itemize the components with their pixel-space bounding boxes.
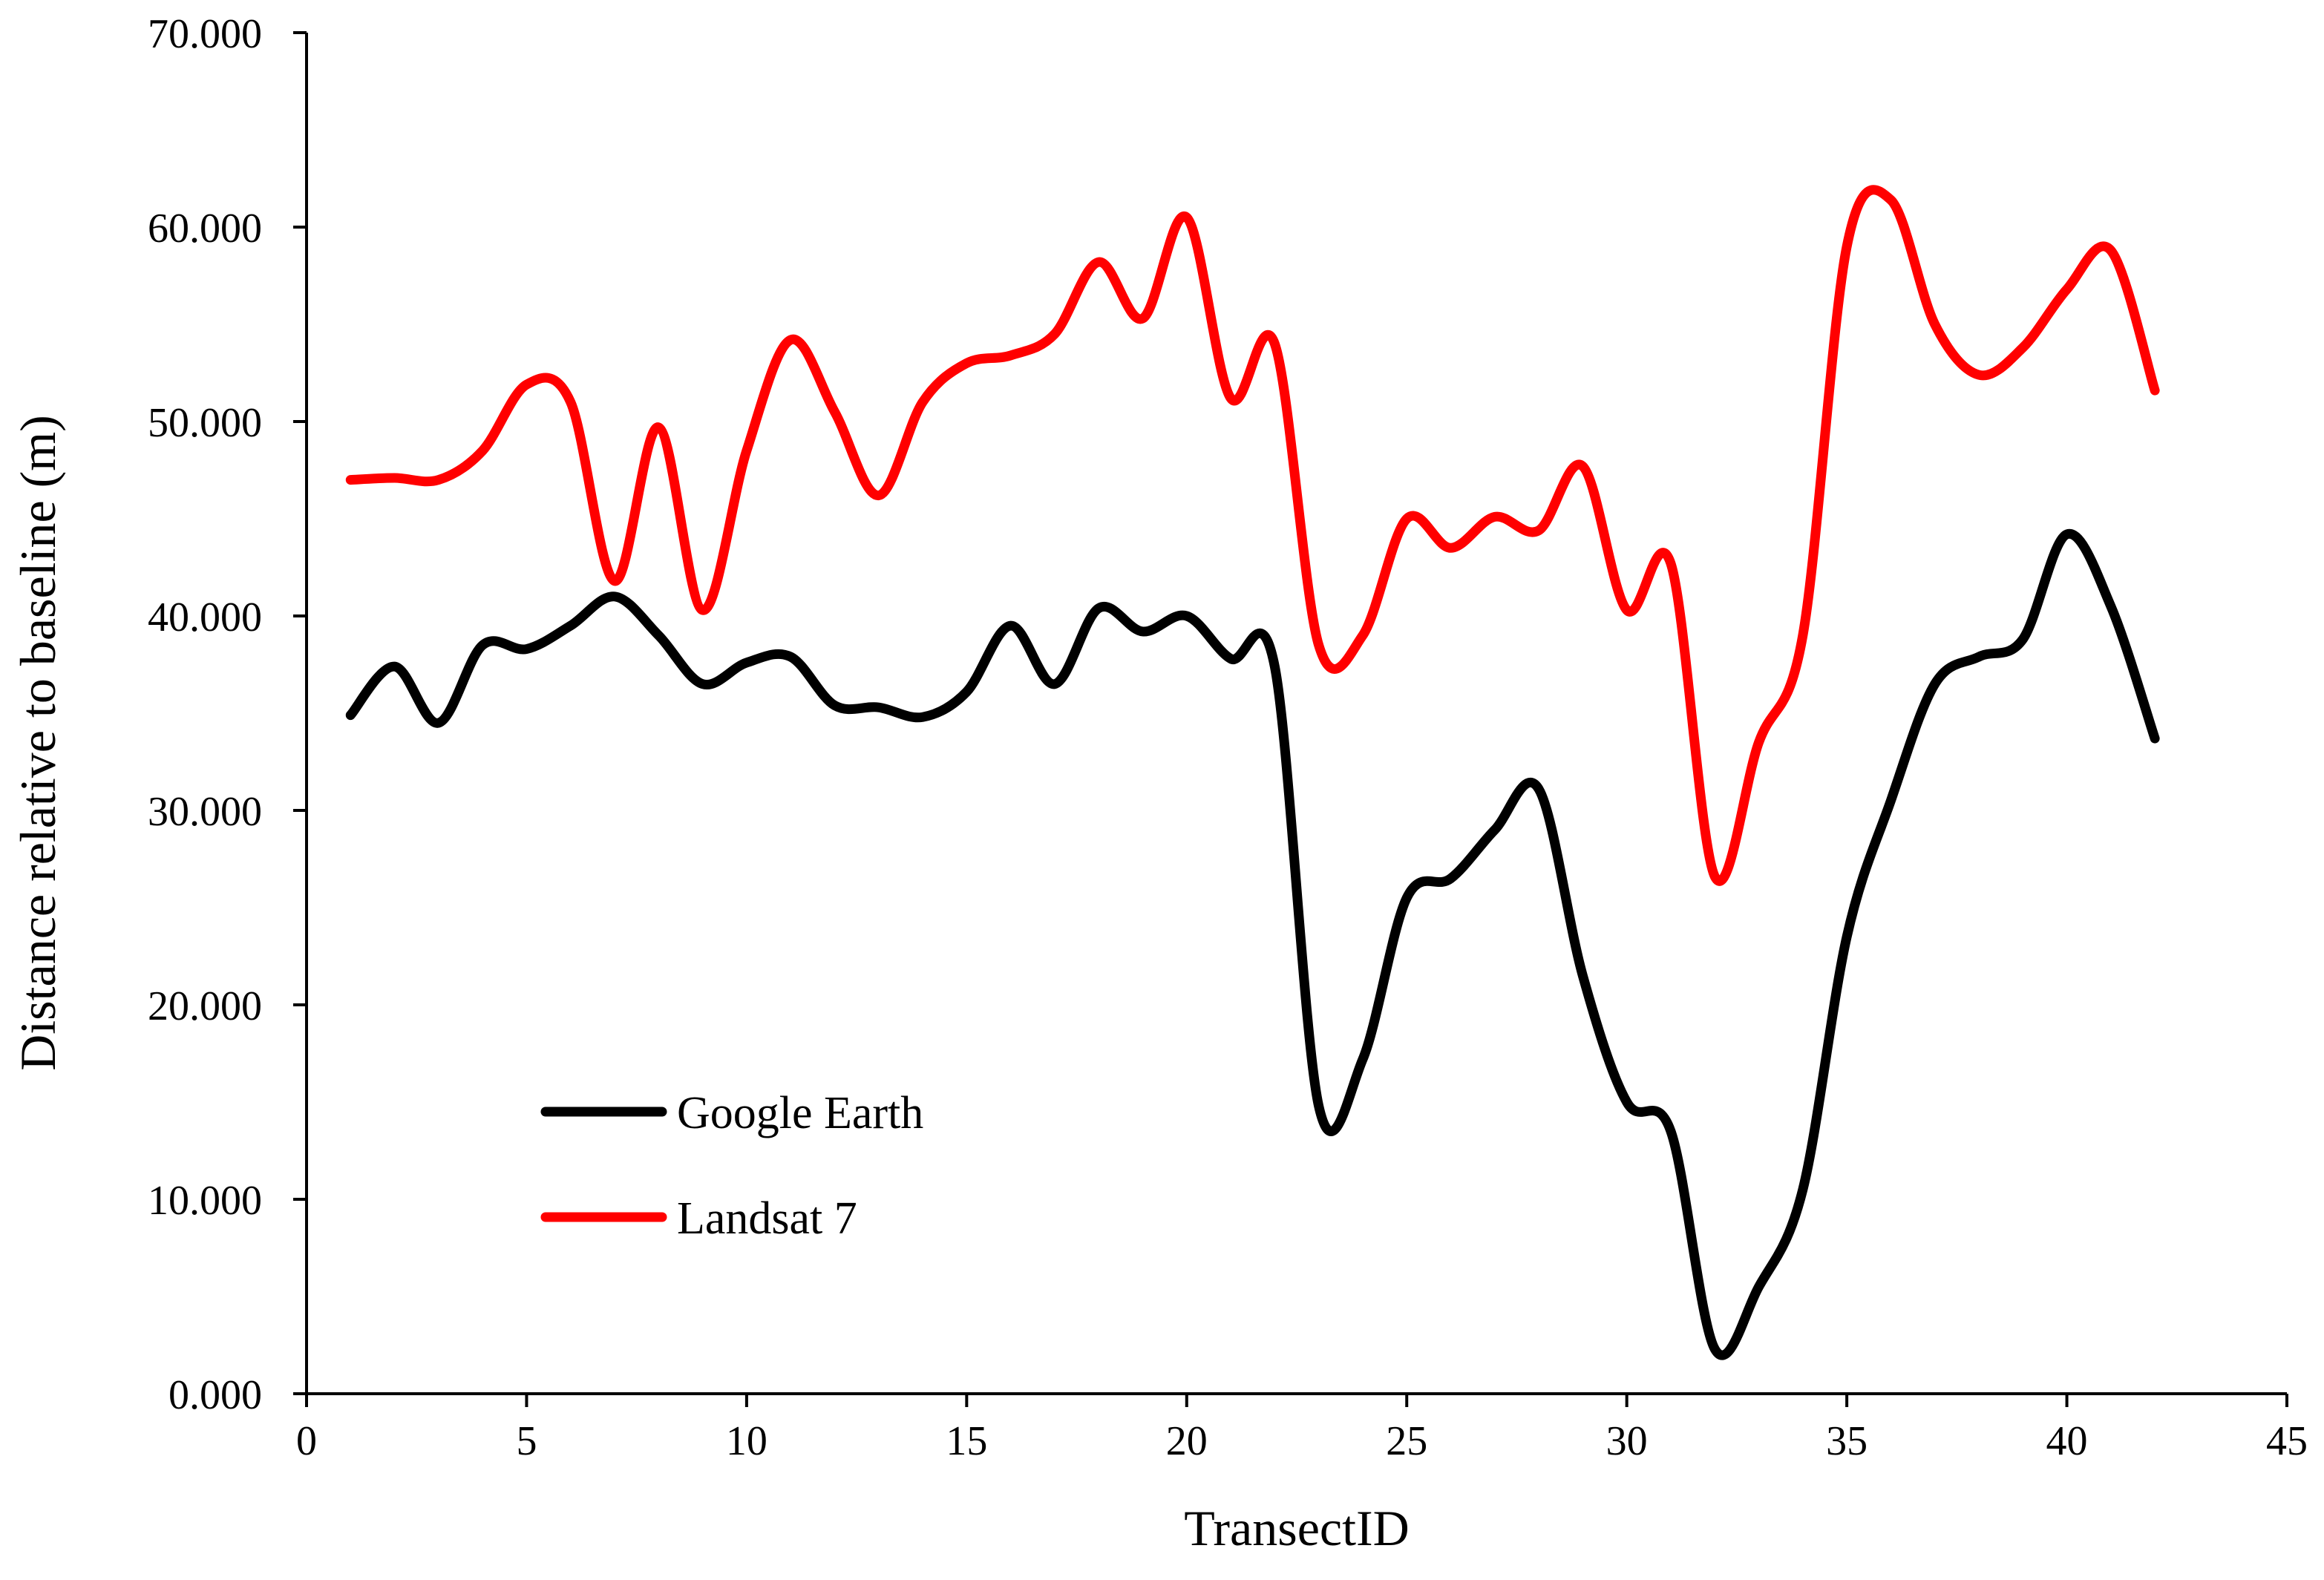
axes: 0.000 10.000 20.000 30.000 40.000 50.000 60.00… bbox=[148, 11, 2308, 1464]
y-axis-title: Distance relative to baseline (m) bbox=[10, 415, 66, 1071]
x-tick-label: 40 bbox=[2046, 1418, 2088, 1464]
x-tick-label: 10 bbox=[726, 1418, 767, 1464]
y-tick-label: 0.000 bbox=[168, 1372, 262, 1418]
x-tick-label: 15 bbox=[946, 1418, 987, 1464]
x-tick-label: 20 bbox=[1166, 1418, 1208, 1464]
y-tick-label: 60.000 bbox=[148, 206, 262, 252]
x-tick-label: 45 bbox=[2266, 1418, 2308, 1464]
legend-label-google-earth: Google Earth bbox=[677, 1088, 923, 1138]
x-tick-label: 0 bbox=[296, 1418, 317, 1464]
y-tick-label: 70.000 bbox=[148, 11, 262, 57]
y-tick-label: 40.000 bbox=[148, 594, 262, 640]
y-tick-label: 20.000 bbox=[148, 983, 262, 1029]
legend: Google Earth Landsat 7 bbox=[540, 1088, 923, 1244]
legend-label-landsat-7: Landsat 7 bbox=[677, 1193, 857, 1244]
x-tick-label: 30 bbox=[1606, 1418, 1648, 1464]
series-line-google-earth bbox=[345, 528, 2160, 1360]
x-tick-label: 5 bbox=[516, 1418, 537, 1464]
series-lines bbox=[345, 185, 2160, 1360]
x-axis-title: TransectID bbox=[1184, 1500, 1409, 1556]
y-tick-label: 50.000 bbox=[148, 400, 262, 446]
series-line-landsat-7 bbox=[345, 185, 2160, 886]
y-tick-label: 10.000 bbox=[148, 1178, 262, 1224]
x-tick-label: 25 bbox=[1386, 1418, 1427, 1464]
x-tick-label: 35 bbox=[1826, 1418, 1868, 1464]
y-tick-label: 30.000 bbox=[148, 789, 262, 835]
